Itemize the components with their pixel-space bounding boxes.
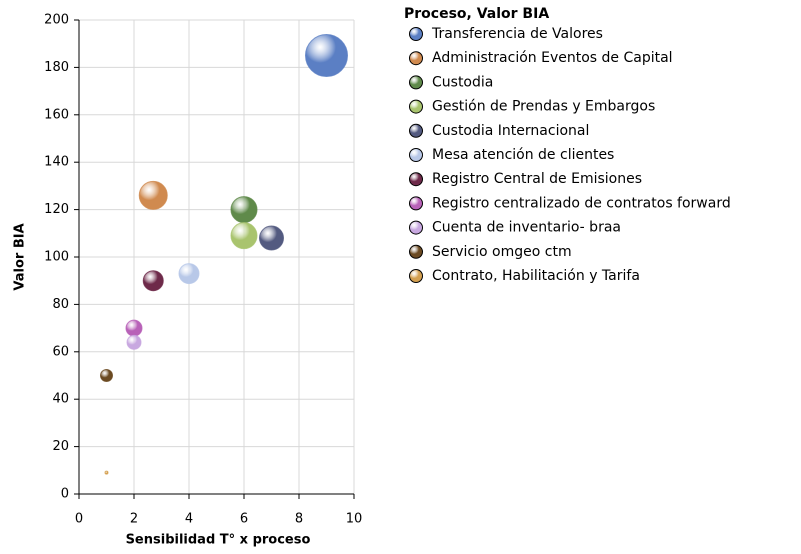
legend-title: Proceso, Valor BIA: [404, 6, 549, 22]
bubble: [142, 270, 164, 292]
legend-marker: [409, 244, 423, 259]
legend-label: Contrato, Habilitación y Tarifa: [432, 268, 640, 284]
y-tick-label: 200: [44, 13, 69, 28]
legend-label: Custodia Internacional: [432, 123, 589, 139]
legend-label: Administración Eventos de Capital: [432, 50, 673, 66]
legend-label: Mesa atención de clientes: [432, 147, 614, 163]
legend-label: Cuenta de inventario- braa: [432, 220, 621, 236]
bubble: [104, 470, 109, 475]
x-tick-label: 8: [295, 512, 303, 527]
y-tick-label: 160: [44, 107, 69, 122]
bubble: [100, 369, 113, 382]
y-axis-label: Valor BIA: [13, 223, 28, 290]
legend-label: Custodia: [432, 74, 493, 90]
legend-marker: [409, 123, 423, 138]
legend-label: Gestión de Prendas y Embargos: [432, 99, 655, 115]
bubble: [259, 225, 284, 251]
y-tick-label: 40: [52, 392, 69, 407]
legend-marker: [409, 196, 423, 211]
y-tick-label: 120: [44, 202, 69, 217]
legend-label: Transferencia de Valores: [431, 26, 603, 42]
bubble: [305, 34, 348, 78]
legend-marker: [409, 27, 423, 41]
bubble: [138, 180, 168, 210]
y-tick-label: 140: [44, 155, 69, 170]
x-tick-label: 10: [346, 512, 363, 527]
legend-label: Registro Central de Emisiones: [432, 171, 642, 187]
legend-label: Servicio omgeo ctm: [432, 244, 572, 260]
legend-marker: [409, 75, 423, 90]
x-tick-label: 0: [75, 512, 83, 527]
bubble: [126, 334, 142, 350]
y-tick-label: 180: [44, 60, 69, 75]
y-tick-label: 100: [44, 250, 69, 265]
legend-marker: [409, 148, 423, 162]
x-axis-label: Sensibilidad T° x proceso: [126, 533, 311, 548]
y-tick-label: 80: [52, 297, 69, 312]
y-tick-label: 60: [52, 344, 69, 359]
y-tick-label: 0: [61, 487, 69, 502]
y-tick-label: 20: [52, 439, 69, 454]
legend-marker: [409, 269, 423, 283]
bubble: [178, 263, 200, 285]
legend-marker: [409, 220, 423, 235]
x-tick-label: 6: [240, 512, 248, 527]
legend-marker: [409, 99, 423, 114]
legend-marker: [409, 51, 423, 66]
x-tick-label: 2: [130, 512, 138, 527]
x-tick-label: 4: [185, 512, 193, 527]
legend-marker: [409, 172, 423, 187]
bubble: [230, 222, 258, 250]
bubble: [230, 196, 258, 224]
legend-label: Registro centralizado de contratos forwa…: [432, 195, 731, 211]
bubble: [125, 319, 143, 337]
